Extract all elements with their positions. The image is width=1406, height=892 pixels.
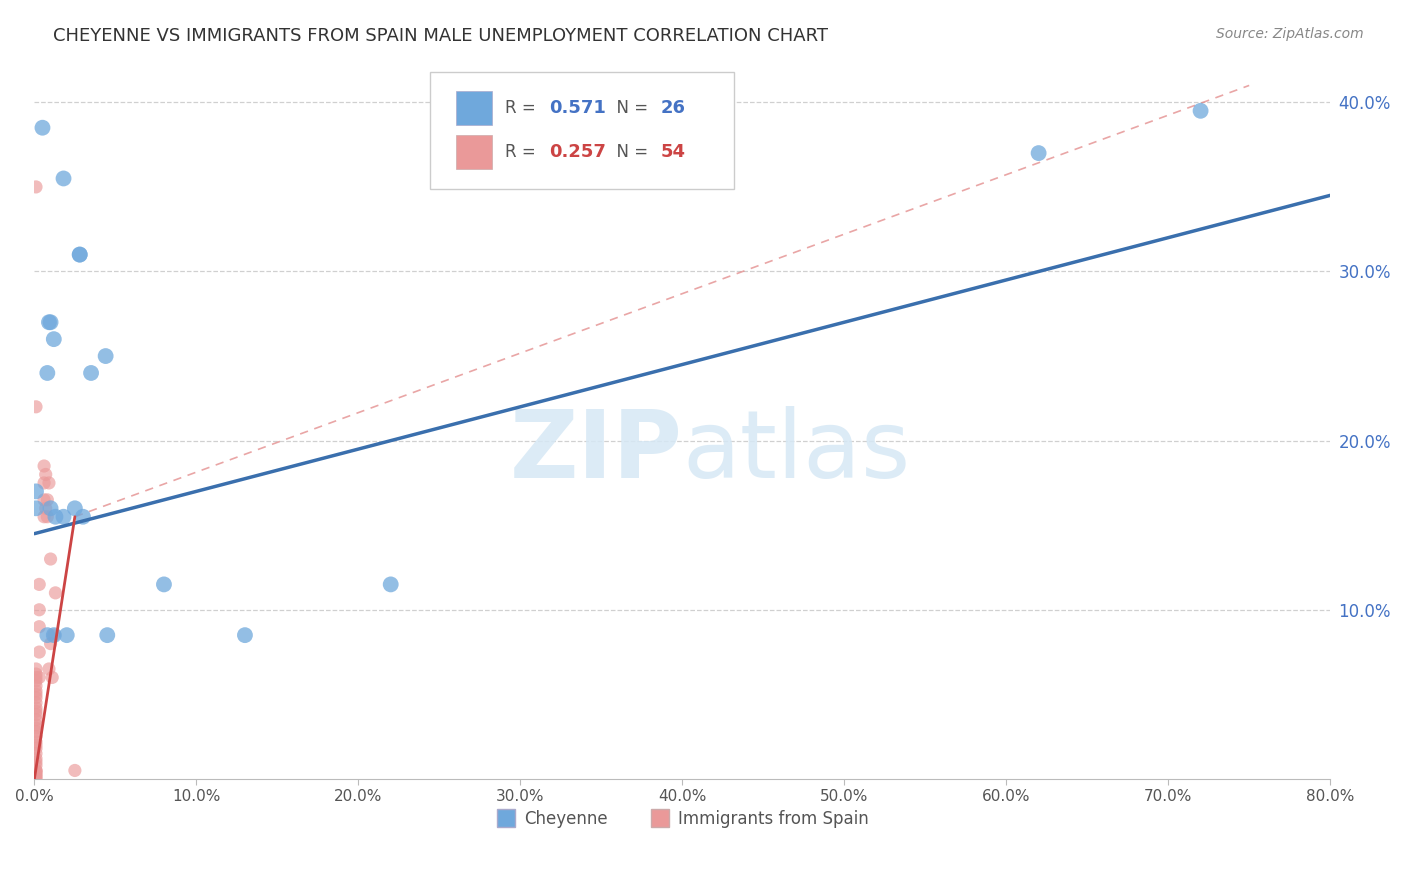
Point [153, 577, 176, 591]
Text: atlas: atlas [682, 406, 911, 498]
Text: R =: R = [505, 144, 541, 161]
Point [39, 315, 62, 329]
Point [1189, 103, 1212, 118]
Text: 26: 26 [661, 99, 685, 117]
Point [25, 704, 48, 718]
Point [25, 735, 48, 749]
Point [28, 603, 51, 617]
Point [25, 718, 48, 732]
Point [37, 628, 59, 642]
Point [25, 667, 48, 681]
Point [39, 637, 62, 651]
Point [25, 770, 48, 784]
Point [25, 684, 48, 698]
Bar [456, 91, 492, 126]
Point [69, 247, 91, 261]
Point [28, 645, 51, 659]
Point [25, 484, 48, 499]
Point [32, 475, 55, 490]
Point [72, 509, 94, 524]
Point [25, 765, 48, 780]
Bar [456, 136, 492, 169]
Point [35, 501, 58, 516]
Text: 0.257: 0.257 [548, 144, 606, 161]
Point [42, 628, 65, 642]
Point [94, 349, 117, 363]
Point [52, 171, 75, 186]
Point [25, 758, 48, 772]
Point [25, 662, 48, 676]
Point [25, 764, 48, 778]
Point [28, 577, 51, 591]
Point [37, 366, 59, 380]
Point [25, 180, 48, 194]
Point [69, 247, 91, 261]
Point [41, 670, 63, 684]
Point [80, 366, 103, 380]
Point [32, 509, 55, 524]
Point [38, 315, 60, 329]
Point [1028, 146, 1050, 161]
Point [28, 620, 51, 634]
Point [42, 332, 65, 346]
Point [25, 730, 48, 744]
Point [39, 552, 62, 566]
Point [25, 724, 48, 739]
Point [96, 628, 118, 642]
Point [25, 690, 48, 705]
Point [25, 679, 48, 693]
Point [25, 741, 48, 756]
Point [25, 713, 48, 727]
Point [35, 467, 58, 482]
Text: N =: N = [606, 144, 654, 161]
Point [44, 586, 66, 600]
Point [25, 738, 48, 752]
Point [37, 509, 59, 524]
Point [25, 772, 48, 786]
Point [55, 628, 77, 642]
Legend: Cheyenne, Immigrants from Spain: Cheyenne, Immigrants from Spain [489, 803, 876, 835]
FancyBboxPatch shape [430, 72, 734, 189]
Point [32, 492, 55, 507]
Point [25, 764, 48, 778]
Point [380, 577, 402, 591]
Text: 54: 54 [661, 144, 685, 161]
Point [63, 764, 86, 778]
Point [38, 662, 60, 676]
Point [44, 509, 66, 524]
Point [25, 687, 48, 701]
Point [42, 628, 65, 642]
Point [37, 492, 59, 507]
Point [28, 670, 51, 684]
Text: ZIP: ZIP [509, 406, 682, 498]
Text: N =: N = [606, 99, 654, 117]
Point [25, 755, 48, 769]
Point [25, 721, 48, 735]
Point [25, 400, 48, 414]
Text: 0.571: 0.571 [548, 99, 606, 117]
Point [39, 501, 62, 516]
Point [25, 747, 48, 761]
Point [25, 696, 48, 710]
Point [25, 707, 48, 722]
Point [31, 120, 53, 135]
Point [25, 673, 48, 688]
Point [32, 458, 55, 473]
Point [25, 670, 48, 684]
Text: CHEYENNE VS IMMIGRANTS FROM SPAIN MALE UNEMPLOYMENT CORRELATION CHART: CHEYENNE VS IMMIGRANTS FROM SPAIN MALE U… [53, 27, 828, 45]
Point [25, 751, 48, 765]
Point [25, 768, 48, 782]
Point [25, 767, 48, 781]
Point [63, 501, 86, 516]
Point [38, 475, 60, 490]
Point [25, 701, 48, 715]
Point [25, 501, 48, 516]
Point [52, 509, 75, 524]
Point [233, 628, 256, 642]
Text: R =: R = [505, 99, 541, 117]
Text: Source: ZipAtlas.com: Source: ZipAtlas.com [1216, 27, 1364, 41]
